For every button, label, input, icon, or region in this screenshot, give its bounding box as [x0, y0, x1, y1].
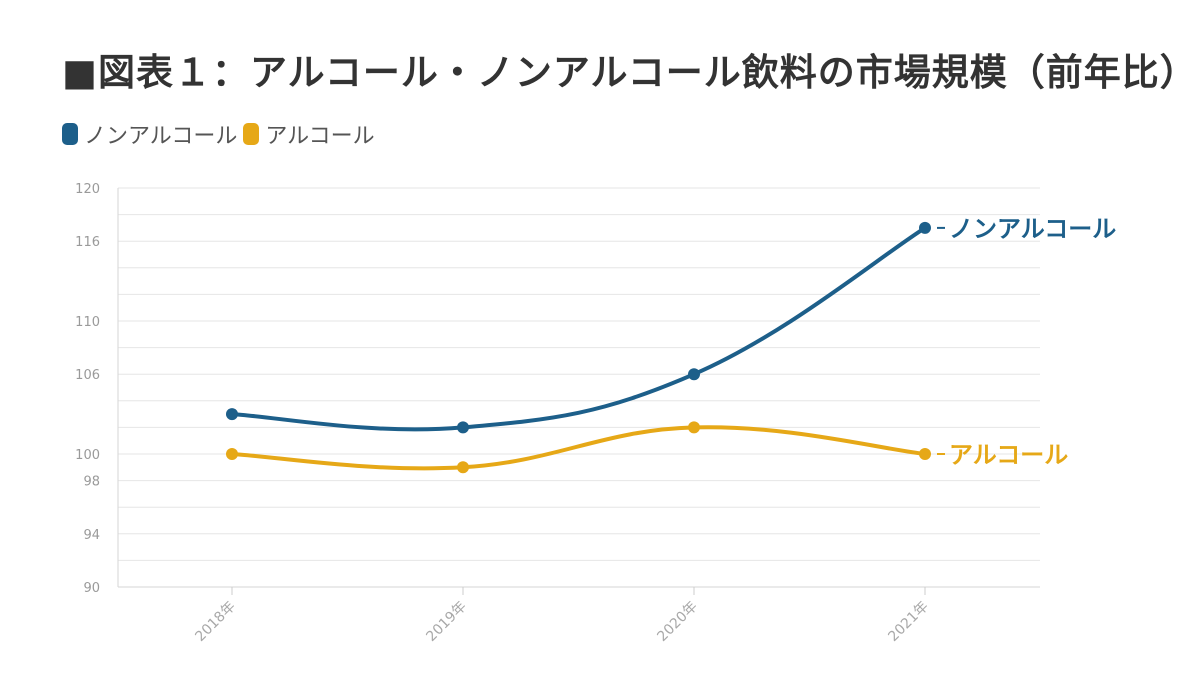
y-tick-label: 94 [83, 528, 100, 543]
data-point [688, 421, 700, 434]
series-end-label: アルコール [949, 441, 1068, 469]
y-tick-label: 98 [83, 475, 100, 490]
legend-label-nonalcohol: ノンアルコール [84, 124, 238, 149]
legend-label-alcohol: アルコール [265, 124, 375, 149]
legend-swatch-nonalcohol [62, 123, 78, 145]
series-line-1 [230, 425, 927, 471]
legend-item-alcohol[interactable]: アルコール [243, 118, 375, 150]
y-tick-label: 106 [75, 368, 100, 383]
series-end-label: ノンアルコール [949, 215, 1116, 243]
legend: ノンアルコール アルコール [62, 118, 381, 150]
data-point [919, 448, 931, 460]
legend-item-nonalcohol[interactable]: ノンアルコール [62, 118, 237, 150]
y-tick-label: 116 [75, 235, 100, 250]
data-point [226, 448, 238, 460]
legend-swatch-alcohol [243, 123, 260, 145]
data-point [226, 408, 238, 421]
x-tick-label: 2019年 [423, 599, 469, 645]
y-tick-label: 90 [83, 581, 100, 596]
data-point [457, 421, 469, 434]
y-tick-label: 120 [75, 182, 100, 197]
x-tick-label: 2018年 [192, 599, 238, 645]
data-point [919, 221, 931, 234]
chart-title: ■図表１：アルコール・ノンアルコール飲料の市場規模（前年比） [62, 51, 1198, 94]
y-tick-label: 110 [75, 315, 100, 330]
data-point [457, 461, 469, 474]
x-tick-label: 2020年 [654, 599, 700, 645]
series-line-0 [230, 225, 927, 432]
data-point [688, 368, 700, 381]
x-tick-label: 2021年 [885, 599, 931, 645]
y-tick-label: 100 [75, 448, 100, 463]
